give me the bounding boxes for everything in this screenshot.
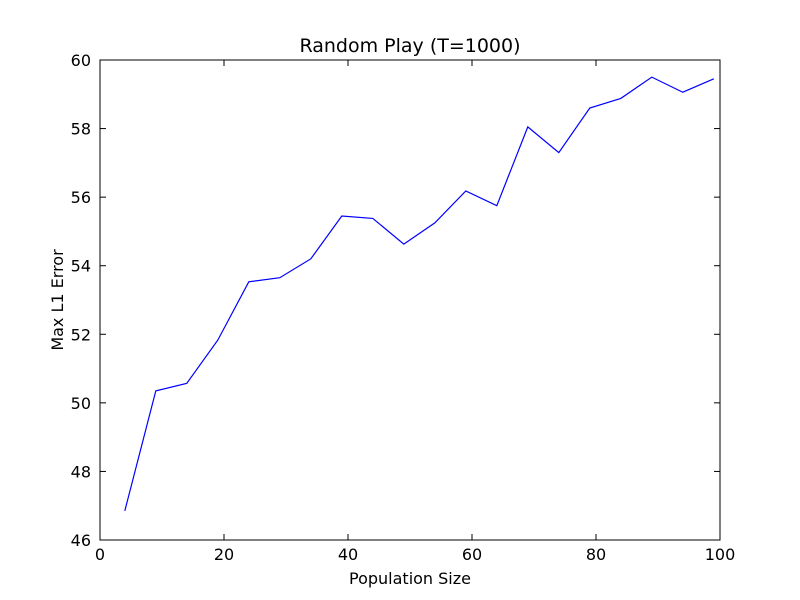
y-tick-label: 50	[71, 394, 91, 413]
y-tick-label: 58	[71, 120, 91, 139]
axis-ticks: 0 20 40 60 80 100 46 48 50 52 54 56 58 60	[71, 51, 736, 564]
x-tick-label: 40	[338, 545, 358, 564]
plot-frame	[99, 59, 721, 541]
x-tick-label: 0	[95, 545, 105, 564]
x-tick-label: 80	[586, 545, 606, 564]
chart-title: Random Play (T=1000)	[299, 35, 520, 57]
y-tick-label: 52	[71, 325, 91, 344]
plot-area	[124, 76, 715, 512]
series-line	[124, 76, 715, 512]
y-tick-label: 56	[71, 188, 91, 207]
y-tick-label: 54	[71, 257, 91, 276]
x-tick-label: 100	[705, 545, 736, 564]
x-axis-label: Population Size	[349, 569, 471, 588]
x-tick-label: 20	[214, 545, 234, 564]
y-tick-label: 48	[71, 462, 91, 481]
x-tick-label: 60	[462, 545, 482, 564]
y-axis-label: Max L1 Error	[48, 249, 67, 351]
y-tick-label: 60	[71, 51, 91, 70]
y-tick-label: 46	[71, 531, 91, 550]
